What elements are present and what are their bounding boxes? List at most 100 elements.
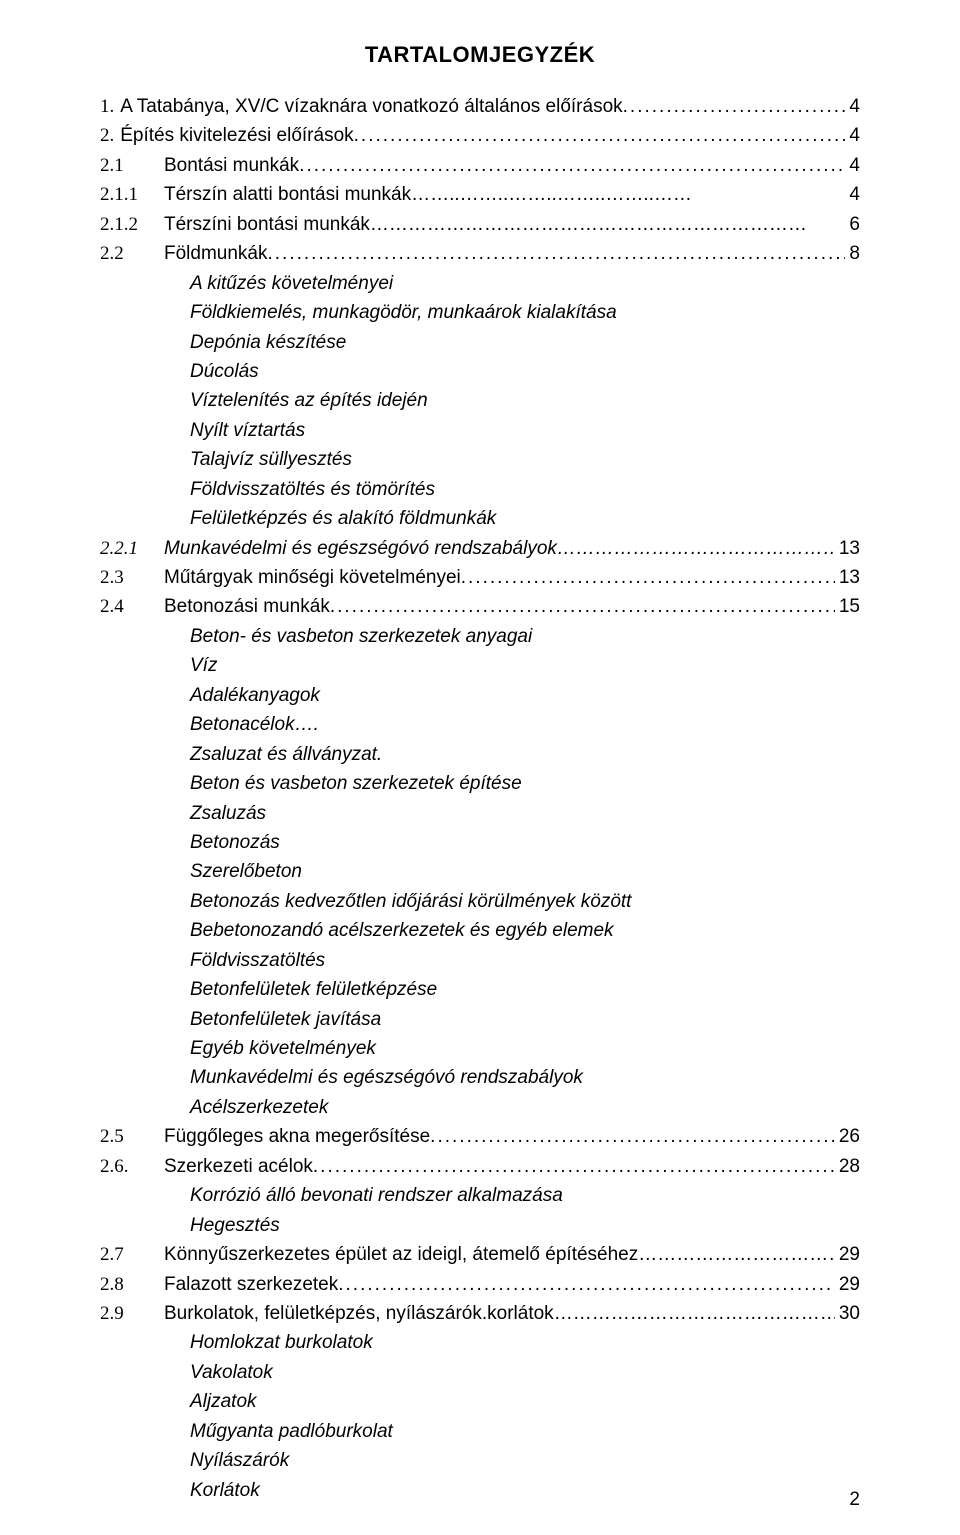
toc-entry: 2.2.1 Munkavédelmi és egészségóvó rendsz… (100, 534, 860, 563)
entry-label: Térszín alatti bontási munkák (158, 180, 411, 209)
entry-number: 2. (100, 121, 114, 150)
entry-page: 30 (835, 1299, 860, 1328)
entry-page: 6 (845, 210, 860, 239)
toc-entry: 2.2 Földmunkák .........................… (100, 239, 860, 268)
leader-dots: ........................................… (623, 92, 846, 121)
toc-subentry: Víztelenítés az építés idején (100, 386, 860, 415)
entry-number: 1. (100, 92, 114, 121)
toc-subentry: Betonozás kedvezőtlen időjárási körülmén… (100, 887, 860, 916)
toc-entry: 2.1.2 Térszíni bontási munkák …………………………… (100, 210, 860, 239)
toc-subentry: Zsaluzat és állványzat. (100, 740, 860, 769)
toc-subentry: Beton és vasbeton szerkezetek építése (100, 769, 860, 798)
leader-dots: ........................................… (430, 1122, 835, 1151)
toc-entry: 2.6. Szerkezeti acélok .................… (100, 1152, 860, 1181)
toc-subentry: Földvisszatöltés (100, 946, 860, 975)
entry-page: 29 (835, 1270, 860, 1299)
leader-dots: ........................................… (313, 1152, 835, 1181)
toc-subentry: Zsaluzás (100, 799, 860, 828)
entry-label: Burkolatok, felületképzés, nyílászárók.k… (158, 1299, 554, 1328)
entry-page: 4 (845, 92, 860, 121)
entry-label: Építés kivitelezési előírások (114, 121, 353, 150)
entry-label: Műtárgyak minőségi követelményei (158, 563, 461, 592)
entry-number: 2.9 (100, 1299, 158, 1328)
page-number: 2 (849, 1489, 860, 1511)
entry-number: 2.1.1 (100, 180, 158, 209)
entry-number: 2.1 (100, 151, 158, 180)
leader-dots: ........................................… (338, 1270, 835, 1299)
toc-entry: 2. Építés kivitelezési előírások .......… (100, 121, 860, 150)
entry-label: Bontási munkák (158, 151, 299, 180)
toc-subentry: Acélszerkezetek (100, 1093, 860, 1122)
toc-subentry: Műgyanta padlóburkolat (100, 1417, 860, 1446)
entry-number: 2.4 (100, 592, 158, 621)
toc-subentry: Depónia készítése (100, 328, 860, 357)
toc-entry: 2.5 Függőleges akna megerősítése .......… (100, 1122, 860, 1151)
entry-page: 15 (835, 592, 860, 621)
entry-number: 2.6. (100, 1152, 158, 1181)
entry-page: 26 (835, 1122, 860, 1151)
toc-subentry: Földvisszatöltés és tömörítés (100, 475, 860, 504)
entry-label: Falazott szerkezetek (158, 1270, 338, 1299)
toc-entry: 2.7 Könnyűszerkezetes épület az ideigl, … (100, 1240, 860, 1269)
toc-subentry: Vakolatok (100, 1358, 860, 1387)
leader-dots: ……..……..……..……..……..…… (411, 180, 845, 209)
entry-number: 2.8 (100, 1270, 158, 1299)
toc-subentry: A kitűzés követelményei (100, 269, 860, 298)
leader-dots: ........................................… (330, 592, 835, 621)
entry-number: 2.3 (100, 563, 158, 592)
leader-dots: …………………………………………………………… (557, 534, 835, 563)
toc-subentry: Korrózió álló bevonati rendszer alkalmaz… (100, 1181, 860, 1210)
toc-subentry: Szerelőbeton (100, 857, 860, 886)
leader-dots: …………………………………………………………… (638, 1240, 835, 1269)
toc-subentry: Nyílt víztartás (100, 416, 860, 445)
leader-dots: …………………………………………………………… (370, 210, 846, 239)
entry-page: 13 (835, 534, 860, 563)
toc-entry: 2.4 Betonozási munkák ..................… (100, 592, 860, 621)
toc-title: TARTALOMJEGYZÉK (100, 42, 860, 68)
entry-page: 4 (845, 121, 860, 150)
entry-number: 2.2 (100, 239, 158, 268)
toc-entry: 2.8 Falazott szerkezetek ...............… (100, 1270, 860, 1299)
toc-subentry: Földkiemelés, munkagödör, munkaárok kial… (100, 298, 860, 327)
toc-subentry: Dúcolás (100, 357, 860, 386)
entry-number: 2.7 (100, 1240, 158, 1269)
toc-entry: 2.3 Műtárgyak minőségi követelményei ...… (100, 563, 860, 592)
toc-subentry: Hegesztés (100, 1211, 860, 1240)
toc-subentry: Betonacélok…. (100, 710, 860, 739)
toc-subentry: Víz (100, 651, 860, 680)
entry-label: Függőleges akna megerősítése (158, 1122, 430, 1151)
entry-page: 4 (845, 151, 860, 180)
toc-entry: 1. A Tatabánya, XV/C vízaknára vonatkozó… (100, 92, 860, 121)
leader-dots: ........................................… (354, 121, 846, 150)
entry-page: 28 (835, 1152, 860, 1181)
toc-entry: 2.1.1 Térszín alatti bontási munkák ……..… (100, 180, 860, 209)
entry-label: Szerkezeti acélok (158, 1152, 313, 1181)
entry-label: Munkavédelmi és egészségóvó rendszabályo… (158, 534, 557, 563)
toc-subentry: Korlátok (100, 1476, 860, 1505)
entry-number: 2.1.2 (100, 210, 158, 239)
toc-subentry: Aljzatok (100, 1387, 860, 1416)
entry-page: 4 (845, 180, 860, 209)
toc-subentry: Betonfelületek felületképzése (100, 975, 860, 1004)
toc-entry: 2.1 Bontási munkák .....................… (100, 151, 860, 180)
toc-subentry: Betonfelületek javítása (100, 1005, 860, 1034)
entry-label: A Tatabánya, XV/C vízaknára vonatkozó ál… (114, 92, 622, 121)
entry-label: Földmunkák (158, 239, 268, 268)
toc-subentry: Felületképzés és alakító földmunkák (100, 504, 860, 533)
entry-label: Könnyűszerkezetes épület az ideigl, átem… (158, 1240, 638, 1269)
entry-page: 13 (835, 563, 860, 592)
toc-entry: 2.9 Burkolatok, felületképzés, nyílászár… (100, 1299, 860, 1328)
toc-subentry: Betonozás (100, 828, 860, 857)
toc-subentry: Egyéb követelmények (100, 1034, 860, 1063)
toc-subentry: Munkavédelmi és egészségóvó rendszabályo… (100, 1063, 860, 1092)
page: TARTALOMJEGYZÉK 1. A Tatabánya, XV/C víz… (0, 0, 960, 1535)
leader-dots: ........................................… (268, 239, 846, 268)
leader-dots: ........................................… (461, 563, 835, 592)
entry-number: 2.2.1 (100, 534, 158, 563)
toc-subentry: Nyílászárók (100, 1446, 860, 1475)
leader-dots: ........................................… (299, 151, 845, 180)
toc-subentry: Adalékanyagok (100, 681, 860, 710)
toc-subentry: Talajvíz süllyesztés (100, 445, 860, 474)
entry-page: 8 (845, 239, 860, 268)
toc-subentry: Beton- és vasbeton szerkezetek anyagai (100, 622, 860, 651)
